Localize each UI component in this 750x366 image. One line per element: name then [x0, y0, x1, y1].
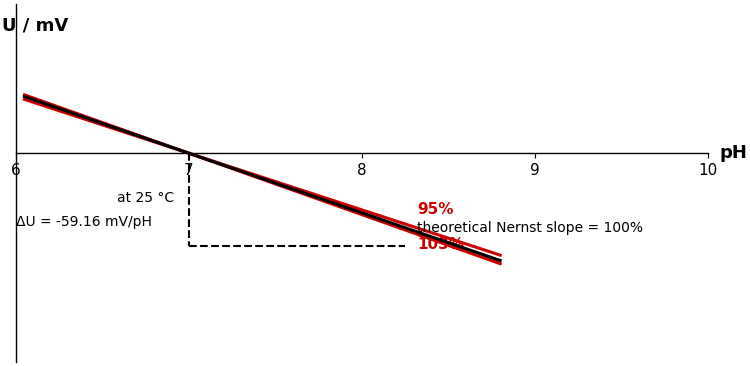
Text: 95%: 95% [417, 202, 454, 217]
Text: pH: pH [720, 144, 748, 162]
Text: 103%: 103% [417, 237, 464, 252]
Text: ΔU = -59.16 mV/pH: ΔU = -59.16 mV/pH [16, 215, 152, 229]
Text: U / mV: U / mV [2, 16, 68, 34]
Text: at 25 °C: at 25 °C [117, 191, 174, 205]
Text: theoretical Nernst slope = 100%: theoretical Nernst slope = 100% [417, 221, 644, 235]
